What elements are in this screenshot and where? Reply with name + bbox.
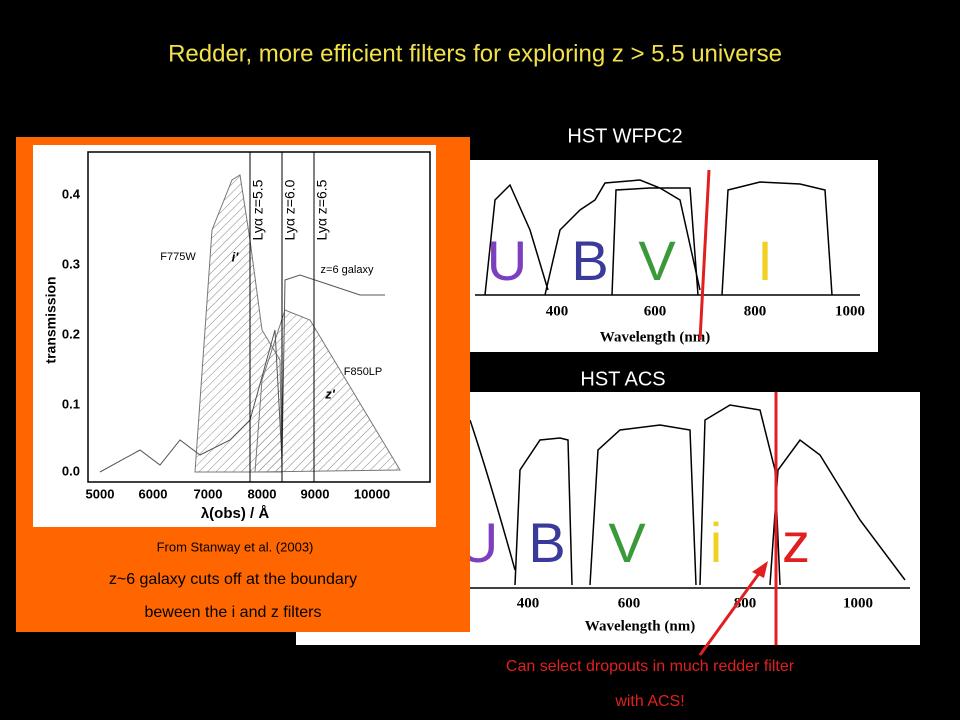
annotation: Lyα z=6.5 xyxy=(314,179,330,240)
filter-letter: i xyxy=(710,511,722,574)
note-line: Can select dropouts in much redder filte… xyxy=(506,658,795,675)
filter-letter: I xyxy=(757,229,773,292)
annotation: F775W xyxy=(160,251,196,263)
inset-frame xyxy=(87,151,431,483)
x-axis-label: Wavelength (nm) xyxy=(600,329,710,345)
y-tick-label: 0.2 xyxy=(62,326,80,341)
filter-letter: B xyxy=(571,229,608,292)
arrow xyxy=(698,567,765,656)
annotation: z' xyxy=(324,386,336,401)
x-tick-label: 8000 xyxy=(248,486,277,501)
z-filter xyxy=(254,309,401,473)
caption-line: z~6 galaxy cuts off at the boundary xyxy=(109,571,357,588)
x-tick-label: 800 xyxy=(744,303,767,319)
x-tick-label: 9000 xyxy=(301,486,330,501)
x-tick-label: 6000 xyxy=(139,486,168,501)
annotation: Lyα z=5.5 xyxy=(250,179,266,240)
x-tick-label: 10000 xyxy=(354,486,390,501)
acs-curves xyxy=(469,404,906,586)
y-tick-label: 0.3 xyxy=(62,256,80,271)
panel-label: HST ACS xyxy=(580,368,665,390)
caption-line: beween the i and z filters xyxy=(145,604,322,621)
annotation: z=6 galaxy xyxy=(321,264,374,276)
wfpc2-panel: 400 600 800 1000 Wavelength (nm) U B V I xyxy=(468,160,878,352)
filter-letter: V xyxy=(608,511,646,574)
wfpc2-plot xyxy=(468,160,878,352)
x-tick-label: 1000 xyxy=(843,595,873,611)
annotation: Lyα z=6.0 xyxy=(282,179,298,240)
galaxy-spectrum xyxy=(99,274,385,473)
inset-panel: 0.4 0.3 0.2 0.1 0.0 5000 6000 7000 8000 … xyxy=(16,137,470,632)
arrow-head xyxy=(752,561,768,578)
y-tick-label: 0.0 xyxy=(62,463,80,478)
note-line: with ACS! xyxy=(614,693,684,710)
filter-letter: z xyxy=(782,511,810,574)
panel-label: HST WFPC2 xyxy=(567,125,682,147)
x-tick-label: 7000 xyxy=(194,486,223,501)
annotation: F850LP xyxy=(344,366,383,378)
x-tick-label: 1000 xyxy=(835,303,865,319)
cutoff-line xyxy=(698,169,711,341)
y-axis-label: transmission xyxy=(43,276,59,363)
x-tick-label: 400 xyxy=(546,303,569,319)
source-caption: From Stanway et al. (2003) xyxy=(157,539,314,554)
y-tick-label: 0.4 xyxy=(62,186,81,201)
x-axis-label: Wavelength (nm) xyxy=(585,618,695,634)
x-tick-label: 600 xyxy=(618,595,641,611)
x-tick-label: 5000 xyxy=(86,486,115,501)
x-tick-label: 400 xyxy=(517,595,540,611)
filter-letter: U xyxy=(487,229,527,292)
slide-title: Redder, more efficient filters for explo… xyxy=(168,40,782,67)
x-axis-label: λ(obs) / Å xyxy=(201,505,270,522)
wfpc2-curves xyxy=(484,179,833,296)
filter-letter: V xyxy=(638,229,676,292)
annotation: i' xyxy=(232,249,240,264)
x-tick-label: 600 xyxy=(644,303,667,319)
filter-letter: B xyxy=(528,511,565,574)
y-tick-label: 0.1 xyxy=(62,396,80,411)
